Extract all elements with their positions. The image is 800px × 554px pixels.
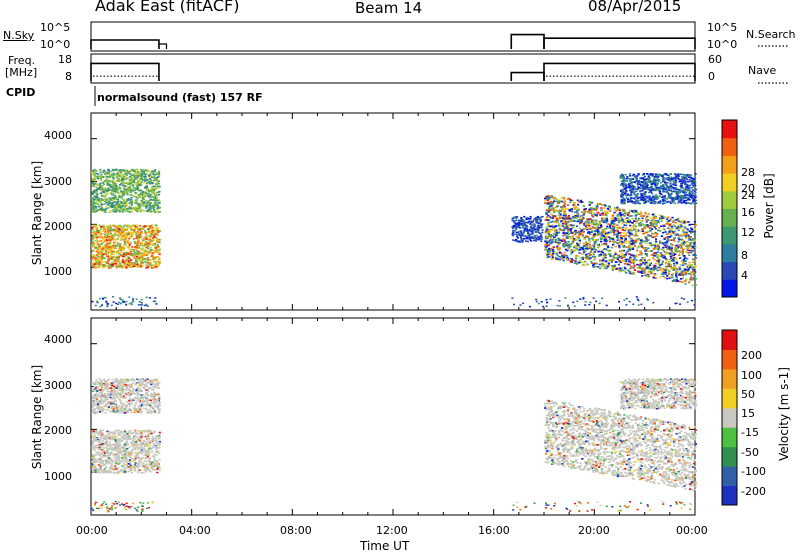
power-echo-region-4 [619,173,698,205]
power-echo-region-0 [91,224,161,269]
power-cbar-tick-20: 20 [741,182,755,195]
power-colorbar-swatch-0 [722,279,737,298]
nsearch-tick-high: 10^5 [707,21,738,34]
vel-cbar-tick-minus200: -200 [741,485,766,498]
cpid-label: CPID [6,86,36,99]
velocity-colorbar-swatch-4 [722,407,737,428]
power-ytick-2000: 2000 [44,220,72,233]
velocity-colorbar-swatch-2 [722,446,737,467]
xtick-2400: 00:00 [676,524,708,537]
cpid-text: normalsound (fast) 157 RF [97,91,263,104]
power-colorbar-swatch-3 [722,226,737,245]
velocity-echo-region-2 [544,399,698,492]
xtick-2000: 20:00 [578,524,610,537]
xtick-0400: 04:00 [179,524,211,537]
nsky-tick-low: 10^0 [40,38,71,51]
power-colorbar-swatch-9 [722,120,737,139]
nave-tick-low: 0 [708,70,715,83]
power-cbar-tick-24: 24 [741,189,755,202]
beam-title: Beam 14 [355,0,423,17]
power-colorbar-swatch-7 [722,155,737,174]
velocity-colorbar-swatch-8 [722,330,737,350]
freq-tick-high: 18 [58,53,72,66]
vel-cbar-tick-200: 200 [741,349,762,362]
power-ytick-4000: 4000 [44,129,72,142]
vel-cbar-tick-15: 15 [741,407,755,420]
velocity-echo-region-0 [91,429,161,474]
power-echo-region-2 [511,215,544,243]
vel-cbar-tick-minus50: -50 [741,446,759,459]
power-cbar-tick-28: 28 [741,166,755,179]
velocity-colorbar-swatch-1 [722,466,737,487]
vel-cbar-tick-100: 100 [741,369,762,382]
station-title: Adak East (fitACF) [95,0,240,15]
velocity-colorbar-swatch-0 [722,485,737,506]
power-colorbar-swatch-2 [722,243,737,263]
velocity-colorbar-swatch-7 [722,349,737,370]
vel-ytick-3000: 3000 [44,379,72,392]
vel-ytick-2000: 2000 [44,424,72,437]
nave-label: Nave [748,64,777,77]
velocity-colorbar-swatch-6 [722,368,737,389]
nave-tick-high: 60 [708,53,722,66]
xtick-1200: 12:00 [376,524,408,537]
power-cbar-tick-4: 4 [741,269,748,282]
freq-label: Freq. [8,54,36,67]
vel-cbar-tick-50: 50 [741,388,755,401]
power-echo-region-1 [91,168,162,214]
velocity-colorbar-swatch-5 [722,388,737,409]
power-echo-region-3 [544,194,698,287]
power-colorbar-swatch-1 [722,261,737,280]
frequency-segment-1 [510,71,545,81]
vel-cbar-tick-minus15: -15 [741,426,759,439]
power-near-range-speckle [91,296,696,308]
power-cbar-tick-16: 16 [741,206,755,219]
frequency-segment-0 [90,62,160,81]
power-cbar-tick-12: 12 [741,226,755,239]
vel-ytick-1000: 1000 [44,470,72,483]
velocity-near-range-speckle [91,501,693,513]
power-colorbar-swatch-5 [722,190,737,209]
power-colorbar-swatch-8 [722,137,737,156]
power-colorbar-swatch-6 [722,173,737,192]
sky-noise-segment-2 [543,37,696,49]
power-colorbar-swatch-4 [722,208,737,227]
velocity-colorbar-frame [721,329,738,506]
nsearch-label: N.Search [746,28,796,41]
power-ytick-1000: 1000 [44,265,72,278]
nsearch-tick-low: 10^0 [707,38,738,51]
power-cbar-tick-8: 8 [741,249,748,262]
xtick-0000: 00:00 [76,524,108,537]
freq-panel-frame [90,53,696,84]
xtick-1600: 16:00 [478,524,510,537]
power-colorbar-frame [721,119,738,298]
vel-ytick-4000: 4000 [44,333,72,346]
freq-tick-low: 8 [65,70,72,83]
vel-cbar-tick-minus100: -100 [741,465,766,478]
date-title: 08/Apr/2015 [588,0,682,15]
freq-unit-label: [MHz] [5,66,38,79]
xaxis-label: Time UT [360,539,410,553]
velocity-colorbar-swatch-3 [722,427,737,448]
xtick-0800: 08:00 [280,524,312,537]
sky-noise-segment-1 [510,33,545,49]
velocity-echo-region-1 [91,378,162,414]
sky-noise-tail [158,43,168,49]
sky-noise-segment-0 [90,39,160,49]
nsky-tick-high: 10^5 [40,21,71,34]
nsky-label: N.Sky [3,29,35,42]
sky-panel-frame [90,21,696,52]
frequency-segment-2 [543,62,696,81]
velocity-echo-region-3 [619,378,698,410]
power-ytick-3000: 3000 [44,175,72,188]
